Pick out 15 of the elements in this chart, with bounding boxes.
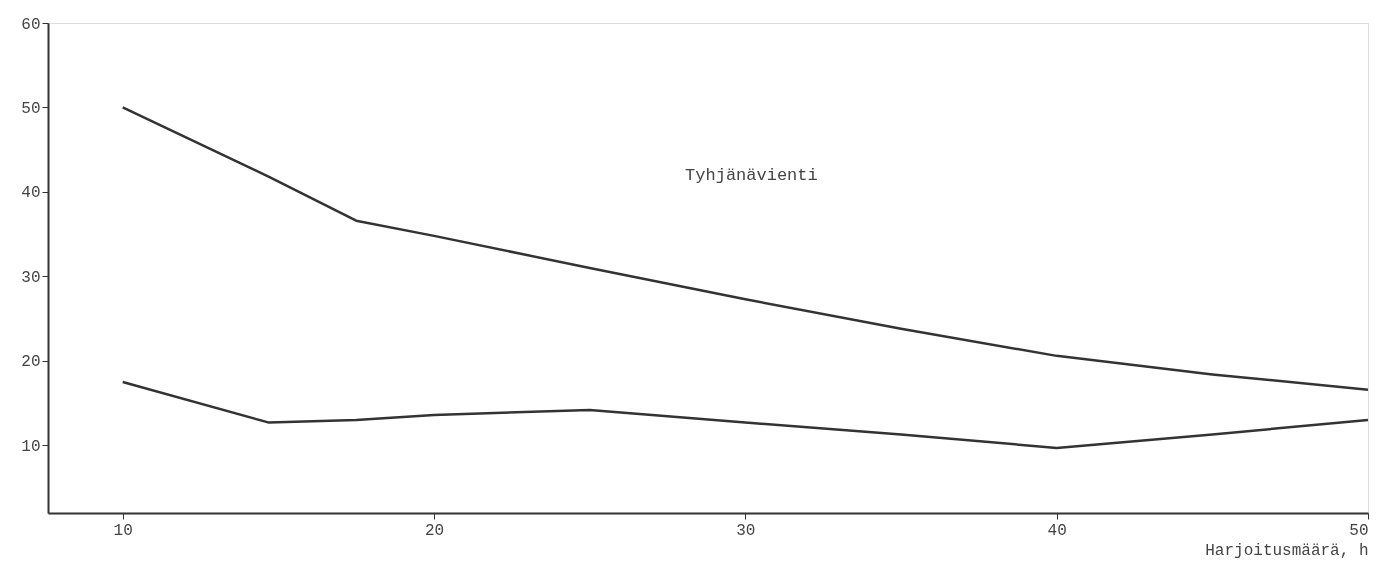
x-tick-label: 50 <box>1349 521 1369 540</box>
y-tick-label: 10 <box>21 437 41 456</box>
y-tick-label: 20 <box>21 353 41 372</box>
y-tick-label: 60 <box>21 15 41 34</box>
y-tick-label: 40 <box>21 184 41 203</box>
line-series <box>121 106 1370 391</box>
line-series <box>121 380 1370 450</box>
x-tick-label: 10 <box>113 521 133 540</box>
annotation: Tyhjänävienti <box>685 165 818 185</box>
x-tick-label: 30 <box>736 521 756 540</box>
x-axis-title: Harjoitusmäärä, h <box>1205 541 1369 560</box>
y-tick-label: 50 <box>21 99 41 118</box>
x-tick-label: 40 <box>1047 521 1067 540</box>
y-tick-label: 30 <box>21 268 41 287</box>
x-tick-label: 20 <box>424 521 445 540</box>
